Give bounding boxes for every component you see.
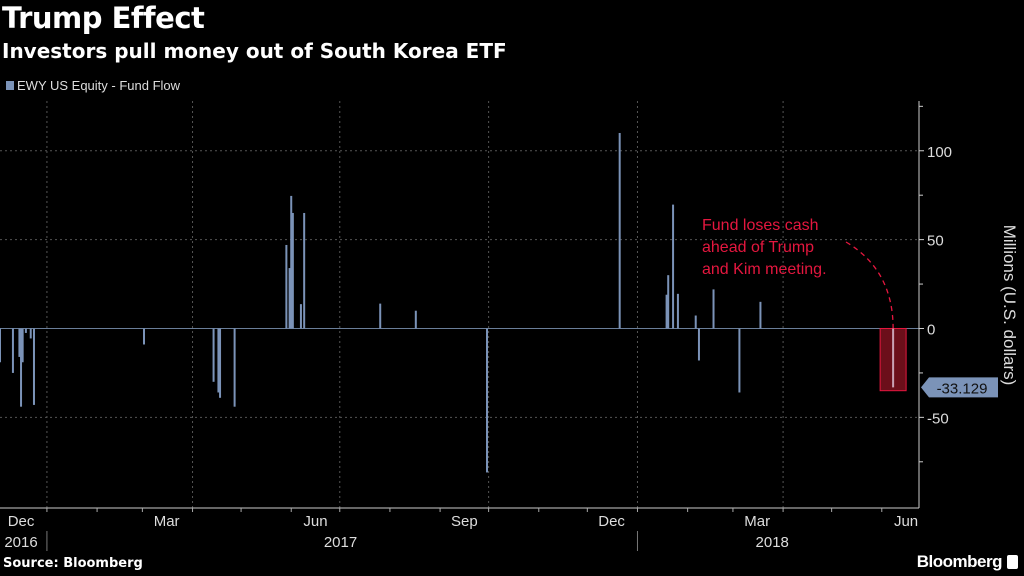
y-tick-label: -50	[927, 410, 949, 427]
bar	[697, 328, 700, 361]
bar	[694, 315, 697, 329]
bar	[291, 212, 294, 329]
bar	[414, 310, 417, 329]
bar	[299, 304, 302, 329]
bar	[892, 328, 895, 388]
annotation-text: Fund loses cash	[702, 217, 819, 234]
x-tick-label: Dec	[8, 513, 35, 530]
bar	[288, 268, 291, 329]
bar	[303, 212, 306, 329]
x-tick-label: Sep	[451, 513, 478, 530]
legend: EWY US Equity - Fund Flow	[6, 78, 180, 93]
bar	[290, 195, 293, 329]
bar	[217, 328, 220, 393]
x-tick-label: Jun	[894, 513, 918, 530]
last-value-tag	[921, 377, 998, 398]
bar	[20, 328, 23, 407]
bar	[29, 328, 32, 339]
bar	[712, 289, 715, 329]
bar	[379, 303, 382, 329]
bloomberg-icon	[1007, 555, 1018, 569]
annotation-text: and Kim meeting.	[702, 261, 827, 278]
brand-logo: Bloomberg	[916, 552, 1003, 571]
x-tick-label: Mar	[744, 513, 770, 530]
legend-swatch	[6, 81, 14, 90]
annotation-connector	[845, 241, 894, 329]
bar	[618, 132, 621, 329]
year-label: 2016	[4, 534, 37, 551]
bar	[665, 294, 668, 329]
chart-subtitle: Investors pull money out of South Korea …	[2, 39, 507, 63]
bar	[676, 293, 679, 329]
bar	[24, 328, 27, 333]
source-note: Source: Bloomberg	[3, 556, 143, 571]
x-tick-label: Jun	[303, 513, 327, 530]
last-value-label: -33.129	[937, 380, 988, 397]
y-tick-label: 50	[927, 233, 944, 250]
bar	[0, 328, 1, 363]
bar	[21, 328, 24, 363]
bar	[667, 275, 670, 329]
y-axis-label: Millions (U.S. dollars)	[1000, 225, 1019, 386]
bar	[672, 204, 675, 329]
bar	[285, 244, 288, 329]
annotation-text: ahead of Trump	[702, 239, 814, 256]
legend-label: EWY US Equity - Fund Flow	[17, 78, 181, 93]
y-tick-label: 0	[927, 321, 935, 338]
bar	[738, 328, 741, 393]
bar	[759, 301, 762, 329]
year-label: 2017	[324, 534, 357, 551]
x-tick-label: Dec	[598, 513, 625, 530]
bar	[219, 328, 222, 398]
bar	[11, 328, 14, 373]
year-label: 2018	[756, 534, 789, 551]
x-tick-label: Mar	[154, 513, 180, 530]
bar	[142, 328, 145, 345]
bar	[486, 328, 489, 473]
bar	[32, 328, 35, 405]
bar	[233, 328, 236, 407]
bar	[18, 328, 21, 357]
y-tick-label: 100	[927, 144, 952, 161]
chart-title: Trump Effect	[2, 1, 205, 35]
bar	[212, 328, 215, 382]
